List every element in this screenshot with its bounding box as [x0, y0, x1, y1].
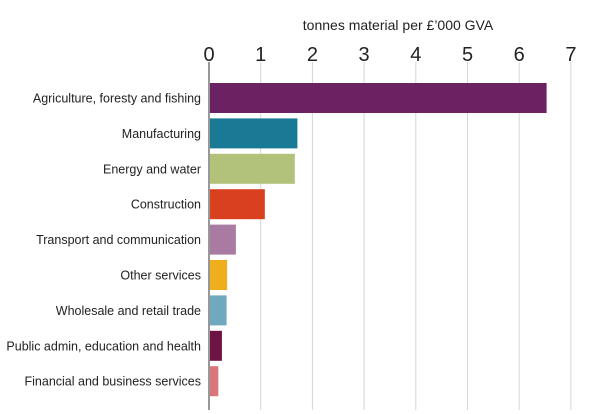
category-label: Other services	[120, 269, 201, 283]
x-tick-label: 3	[359, 44, 370, 66]
bar-9	[210, 366, 219, 397]
bar-5	[210, 224, 236, 255]
category-label: Wholesale and retail trade	[56, 304, 201, 318]
x-tick-label: 5	[462, 44, 473, 66]
category-label: Manufacturing	[122, 127, 201, 141]
x-tick-label: 7	[565, 44, 576, 66]
category-label: Agriculture, foresty and fishing	[33, 92, 201, 106]
bar-4	[210, 189, 265, 220]
bar-2	[210, 118, 298, 149]
category-label: Public admin, education and health	[6, 339, 201, 353]
bar-7	[210, 295, 227, 326]
gridlines	[208, 62, 572, 410]
bar-6	[210, 260, 228, 290]
x-axis-ticks: 0 1 2 3 4 5 6 7	[203, 44, 576, 66]
x-tick-label: 1	[255, 44, 266, 66]
category-label: Construction	[131, 198, 201, 212]
x-tick-label: 6	[514, 44, 525, 66]
bar-1	[210, 83, 547, 113]
x-tick-label: 4	[410, 44, 421, 66]
x-tick-label: 2	[307, 44, 318, 66]
bars	[210, 83, 547, 397]
category-labels: Agriculture, foresty and fishing Manufact…	[6, 92, 201, 389]
x-axis-title: tonnes material per £’000 GVA	[303, 17, 494, 33]
category-label: Financial and business services	[25, 375, 201, 389]
category-label: Energy and water	[103, 162, 201, 176]
category-label: Transport and communication	[36, 233, 201, 247]
bar-8	[210, 330, 222, 361]
bar-3	[210, 153, 295, 184]
x-tick-label: 0	[203, 44, 214, 66]
